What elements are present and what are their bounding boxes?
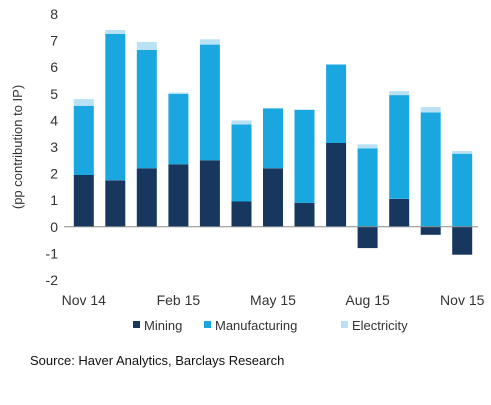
bar-manufacturing [199,44,220,161]
bar-mining [263,168,283,227]
bar-manufacturing [263,108,283,169]
bar-manufacturing [420,112,441,227]
bar-electricity [199,39,220,45]
y-tick-label: 6 [50,59,58,75]
bar-manufacturing [73,105,94,175]
bar-mining [389,198,410,227]
legend-label-mining: Mining [144,318,182,333]
bar-mining [294,202,315,227]
bar-manufacturing [326,64,347,143]
bar-electricity [73,99,94,106]
y-tick-label: -1 [46,245,59,261]
legend-label-electricity: Electricity [352,318,408,333]
bar-manufacturing [389,95,410,199]
bar-manufacturing [452,153,473,227]
source-note: Source: Haver Analytics, Barclays Resear… [30,353,285,368]
legend-swatch-manufacturing [204,321,211,328]
x-tick-label: Nov 15 [440,292,485,308]
bar-electricity [168,92,189,94]
y-tick-label: 8 [50,6,58,22]
legend-label-manufacturing: Manufacturing [215,318,297,333]
bar-mining [452,226,473,255]
x-tick-label: May 15 [250,292,296,308]
bar-mining [199,160,220,227]
y-tick-label: 0 [50,219,58,235]
legend-swatch-electricity [341,321,348,328]
bar-manufacturing [136,49,157,169]
stacked-bar-chart: -2 -1 0 1 2 3 4 5 6 7 8 (pp contribution to IP) Nov … [10,6,485,333]
x-tick-label: Aug 15 [345,292,390,308]
bar-electricity [452,151,473,154]
x-tick-label: Nov 14 [62,292,107,308]
legend-swatch-mining [133,321,140,328]
bar-manufacturing [294,109,315,203]
bar-mining [136,168,157,227]
bar-electricity [105,30,126,34]
bar-mining [105,180,126,227]
bar-mining [231,201,252,227]
bar-manufacturing [357,148,378,227]
y-tick-label: 4 [50,112,58,128]
bar-manufacturing [231,124,252,202]
bar-electricity [231,120,252,125]
bar-electricity [357,144,378,149]
y-tick-label: 3 [50,139,58,155]
y-axis-title: (pp contribution to IP) [10,85,25,209]
y-tick-label: 2 [50,166,58,182]
bar-mining [73,174,94,227]
bar-electricity [420,107,441,113]
y-tick-label: 1 [50,192,58,208]
y-tick-label: -2 [46,272,59,288]
bar-mining [357,226,378,249]
bar-manufacturing [105,33,126,181]
y-tick-label: 7 [50,33,58,49]
bar-electricity [389,91,410,96]
y-tick-label: 5 [50,86,58,102]
bar-mining [168,164,189,227]
x-tick-label: Feb 15 [157,292,201,308]
bar-mining [420,226,441,235]
bar-electricity [136,41,157,50]
bar-manufacturing [168,93,189,165]
bar-mining [326,143,347,227]
